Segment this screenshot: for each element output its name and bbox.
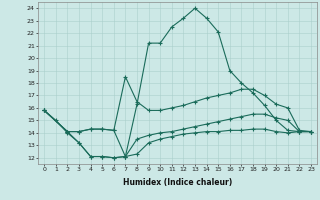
X-axis label: Humidex (Indice chaleur): Humidex (Indice chaleur) bbox=[123, 178, 232, 187]
